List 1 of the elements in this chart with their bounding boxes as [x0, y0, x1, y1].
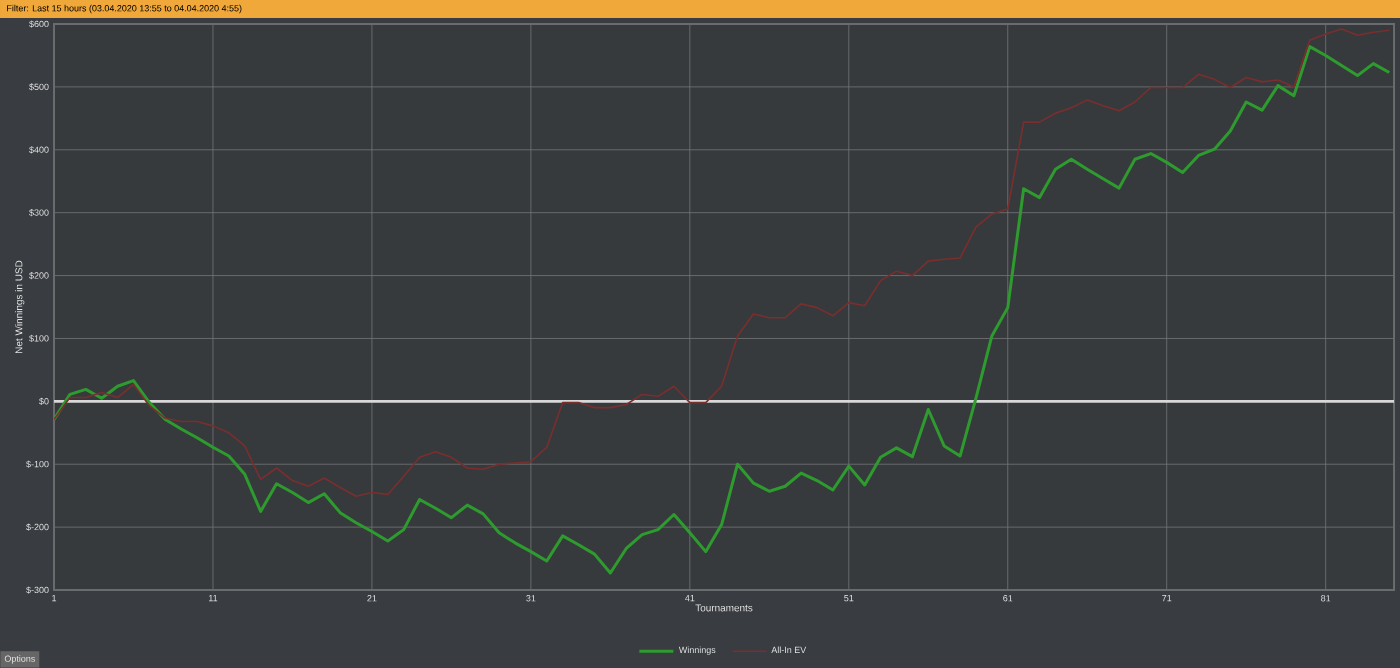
line-series — [54, 45, 1391, 575]
